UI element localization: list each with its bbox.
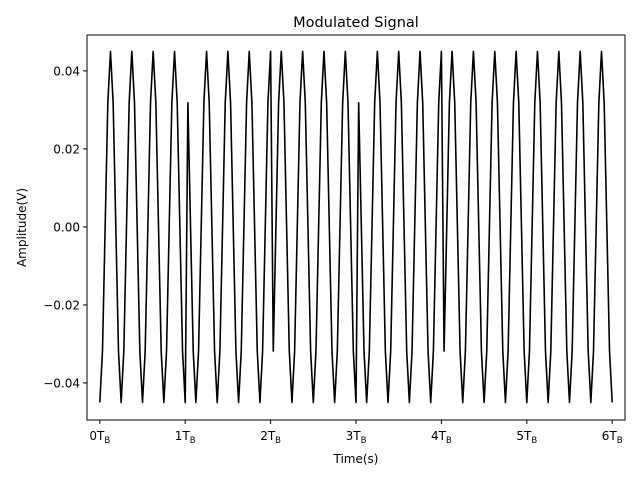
x-tick-label: 1TB <box>175 429 196 446</box>
x-tick-label: 3TB <box>346 429 367 446</box>
x-tick-label-subscript: B <box>190 436 196 446</box>
y-tick-label: 0.04 <box>53 64 80 78</box>
x-tick-label-subscript: B <box>446 436 452 446</box>
x-tick-label: 4TB <box>431 429 452 446</box>
x-tick-label-subscript: B <box>104 436 110 446</box>
y-tick-label: −0.02 <box>43 298 80 312</box>
series-line-0 <box>99 50 613 404</box>
x-axis-label: Time(s) <box>333 452 379 466</box>
x-axis-ticks: 0TB 1TB 2TB 3TB 4TB 5TB 6TB <box>89 420 623 446</box>
plot-area <box>99 50 613 404</box>
x-tick-label-main: 4T <box>431 429 447 443</box>
y-axis-ticks: 0.04 0.02 0.00 −0.02 −0.04 <box>43 64 87 390</box>
x-tick-label-subscript: B <box>617 436 623 446</box>
x-tick-label-main: 5T <box>516 429 532 443</box>
x-tick-label: 0TB <box>89 429 110 446</box>
y-tick-label: 0.00 <box>53 220 80 234</box>
y-axis-label: Amplitude(V) <box>15 188 29 267</box>
x-tick-label-main: 2T <box>260 429 276 443</box>
x-tick-label-subscript: B <box>361 436 367 446</box>
y-tick-label: −0.04 <box>43 376 80 390</box>
y-tick-label: 0.02 <box>53 142 80 156</box>
x-tick-label: 2TB <box>260 429 281 446</box>
x-tick-label: 6TB <box>602 429 623 446</box>
x-tick-label-subscript: B <box>531 436 537 446</box>
x-tick-label-subscript: B <box>275 436 281 446</box>
x-tick-label-main: 6T <box>602 429 618 443</box>
x-tick-label-main: 0T <box>89 429 105 443</box>
x-tick-label: 5TB <box>516 429 537 446</box>
x-tick-label-main: 1T <box>175 429 191 443</box>
x-tick-label-main: 3T <box>346 429 362 443</box>
chart-title: Modulated Signal <box>293 15 419 31</box>
